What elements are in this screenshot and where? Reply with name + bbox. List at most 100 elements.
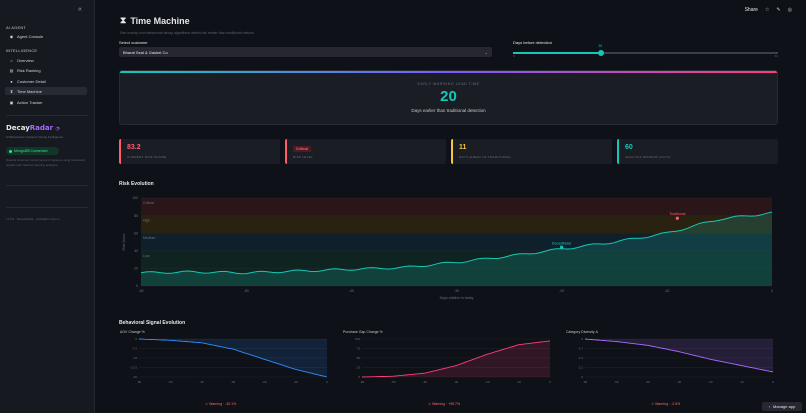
kpi-value: 11 xyxy=(459,144,467,151)
clipboard-icon: ▣ xyxy=(9,99,14,105)
x-tick-label: -30 xyxy=(454,289,459,293)
kpi-current-risk: 83.2 CURRENT RISK SCORE xyxy=(119,139,280,164)
share-button[interactable]: Share xyxy=(744,7,758,13)
x-tick-label: -40 xyxy=(422,380,427,384)
x-tick-label: -20 xyxy=(708,380,713,384)
y-tick-label: -1.5 xyxy=(578,356,584,360)
status-dot-icon xyxy=(9,149,12,153)
x-tick-label: -50 xyxy=(168,380,173,384)
customer-select-value: Bharat Seal & Gasket Co xyxy=(123,49,168,55)
star-icon[interactable]: ☆ xyxy=(764,7,770,13)
y-tick-label: -3 xyxy=(580,375,583,379)
page-title-text: Time Machine xyxy=(130,15,190,26)
chevron-left-icon: ‹ xyxy=(768,404,771,409)
kpi-value: 60 xyxy=(625,144,633,151)
chart-title: Purchase Gap Change % xyxy=(343,330,383,334)
chart-title: AOV Change % xyxy=(120,330,145,334)
days-slider[interactable]: 20 0 60 xyxy=(513,44,778,58)
sidebar-item-label: Agent Console xyxy=(17,33,44,39)
y-tick-label: 60 xyxy=(134,231,138,235)
zone-label: Low xyxy=(143,254,150,258)
x-tick-label: -30 xyxy=(677,380,682,384)
risk-zone xyxy=(141,233,772,251)
risk-zone xyxy=(141,198,772,216)
sidebar-footer: v1.0.0 · DecayRadar · Hackathon Demo xyxy=(6,217,60,221)
kpi-label: CURRENT RISK SCORE xyxy=(127,155,167,159)
sidebar-item-label: Customer Detail xyxy=(17,78,46,84)
lead-time-caption: EARLY WARNING LEAD TIME xyxy=(417,82,480,86)
x-tick-label: -30 xyxy=(454,380,459,384)
sidebar-item-customer-detail[interactable]: ● Customer Detail xyxy=(5,77,87,85)
divider xyxy=(6,185,88,186)
x-tick-label: 0 xyxy=(326,380,328,384)
home-icon: ⌂ xyxy=(10,57,13,63)
slider-fill xyxy=(513,52,602,54)
kpi-label: DAYS AHEAD OF TRADITIONAL xyxy=(459,155,512,159)
y-tick-label: 100 xyxy=(355,337,360,341)
mongodb-status-label: MongoDB Connected xyxy=(14,149,48,153)
annotation-label: DecayRadar xyxy=(552,241,572,245)
customer-select[interactable]: Bharat Seal & Gasket Co ⌄ xyxy=(119,47,492,57)
github-icon[interactable]: ◎ xyxy=(787,7,792,13)
x-tick-label: -10 xyxy=(293,380,298,384)
divider xyxy=(6,207,88,208)
y-tick-label: 40 xyxy=(134,249,138,253)
risk-level-badge: Critical xyxy=(293,146,311,152)
user-icon: ● xyxy=(10,78,13,84)
sidebar-item-label: Action Tracker xyxy=(17,99,43,105)
x-tick-label: -30 xyxy=(231,380,236,384)
kpi-analysis-window: 60 ANALYSIS WINDOW (DAYS) xyxy=(617,139,778,164)
edit-icon[interactable]: ✎ xyxy=(776,7,781,13)
signal-area xyxy=(585,339,773,372)
divider xyxy=(6,115,88,116)
x-tick-label: -20 xyxy=(485,380,490,384)
slider-thumb[interactable] xyxy=(598,49,605,56)
y-tick-label: -2.2 xyxy=(578,366,584,370)
x-tick-label: -20 xyxy=(262,380,267,384)
y-tick-label: 50 xyxy=(357,356,361,360)
risk-line xyxy=(140,211,773,275)
gradient-bar xyxy=(120,71,777,73)
sidebar-item-agent-console[interactable]: ◉ Agent Console xyxy=(5,32,87,40)
x-tick-label: -60 xyxy=(137,380,142,384)
collapse-sidebar-icon[interactable]: « xyxy=(78,6,82,13)
warning-text: Warning · +95.7% xyxy=(432,402,461,406)
x-tick-label: -40 xyxy=(349,289,354,293)
sidebar-description: Detects customer decay before it happens… xyxy=(6,158,85,167)
chevron-down-icon: ⌄ xyxy=(484,49,488,55)
kpi-label: ANALYSIS WINDOW (DAYS) xyxy=(625,155,671,159)
manage-app-label: Manage app xyxy=(773,404,796,409)
warning-text: Warning · -30.1% xyxy=(209,402,237,406)
x-tick-label: -50 xyxy=(614,380,619,384)
x-tick-label: 0 xyxy=(549,380,551,384)
x-tick-label: 0 xyxy=(772,380,774,384)
page-title: ⧗ Time Machine xyxy=(120,15,190,26)
y-axis-label: Risk Score xyxy=(122,233,126,250)
x-tick-label: -60 xyxy=(583,380,588,384)
risk-evolution-chart: Critical High Medium Low 0 20 40 60 80 100 -60 -50 -… xyxy=(122,196,773,300)
chart-title: Category Diversity Δ xyxy=(566,330,599,334)
lead-time-subtext: Days earlier than traditional detection xyxy=(411,108,486,113)
slider-value: 20 xyxy=(598,44,603,48)
y-tick-label: 100 xyxy=(132,196,138,200)
y-tick-label: 0 xyxy=(358,375,360,379)
y-tick-label: -22.5 xyxy=(130,366,137,370)
kpi-risk-level: Critical RISK LEVEL xyxy=(285,139,446,164)
sidebar-item-risk-ranking[interactable]: ▤ Risk Ranking xyxy=(5,66,87,74)
gap-warning: ⚠ Warning · +95.7% xyxy=(428,402,460,406)
x-tick-label: -20 xyxy=(559,289,564,293)
sidebar-item-time-machine[interactable]: ⧗ Time Machine xyxy=(5,87,87,95)
signal-line xyxy=(584,338,774,373)
manage-app-button[interactable]: ‹ Manage app xyxy=(762,402,802,411)
category-diversity-chart: Category Diversity Δ -3 -2.2 -1.5 -0.7 0 -60 -5… xyxy=(566,330,774,384)
x-tick-label: -40 xyxy=(645,380,650,384)
ranking-icon: ▤ xyxy=(9,67,14,73)
x-tick-label: 0 xyxy=(771,289,773,293)
slider-label: Days before detection xyxy=(513,40,552,45)
zone-label: Critical xyxy=(143,201,154,205)
signal-line xyxy=(361,340,551,378)
sidebar-item-action-tracker[interactable]: ▣ Action Tracker xyxy=(5,98,87,106)
signal-area xyxy=(139,339,327,377)
sidebar-item-label: Overview xyxy=(17,57,34,63)
sidebar-item-overview[interactable]: ⌂ Overview xyxy=(5,56,87,64)
